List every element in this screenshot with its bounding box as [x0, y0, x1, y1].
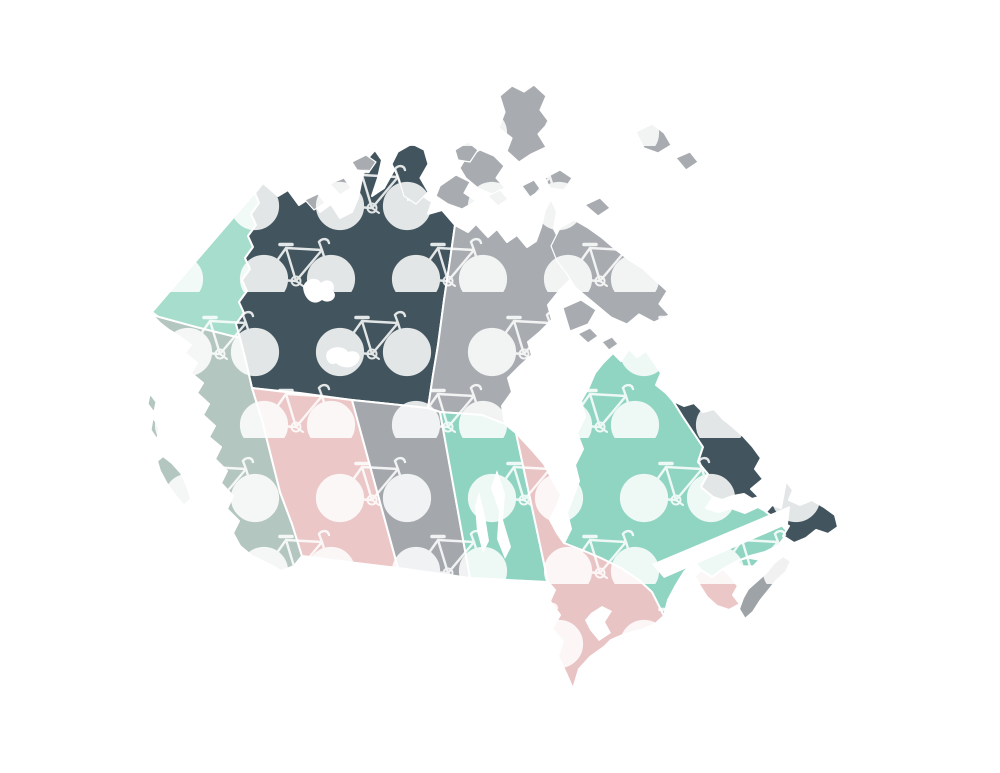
lake-winnipegosis: [475, 492, 489, 553]
bicycle-pattern-layer: [148, 85, 838, 689]
georgian-bay: [585, 606, 612, 641]
great-bear-lake: [303, 278, 335, 303]
great-slave-lake: [326, 347, 360, 368]
lake-winnipeg: [491, 470, 511, 559]
st-lawrence-river: [652, 506, 790, 578]
lakes-layer: [303, 278, 790, 641]
